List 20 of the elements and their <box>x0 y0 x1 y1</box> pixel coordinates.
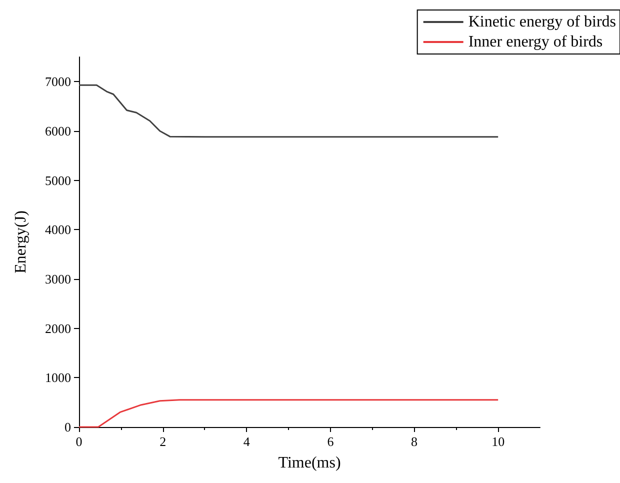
x-tick-label: 8 <box>411 434 418 449</box>
y-tick-label: 2000 <box>45 320 71 336</box>
y-tick-label: 3000 <box>45 272 71 286</box>
y-tick-label: 7000 <box>45 74 71 90</box>
x-axis-title: Time(ms) <box>278 454 341 472</box>
x-tick-label: 10 <box>492 434 505 449</box>
line-series <box>78 399 499 428</box>
y-tick-label: 5000 <box>45 172 71 188</box>
legend-label: Kinetic energy of birds <box>468 14 616 30</box>
legend-label: Inner energy of birds <box>468 34 603 50</box>
y-axis-title: Energy(J) <box>12 210 30 274</box>
x-tick-label: 6 <box>327 434 334 449</box>
x-tick-label: 2 <box>160 434 166 449</box>
x-tick-label: 4 <box>243 434 250 449</box>
y-tick-label: 1000 <box>45 370 71 386</box>
y-tick-label: 0 <box>64 420 71 434</box>
line-series <box>78 84 499 138</box>
y-tick-label: 4000 <box>45 222 71 238</box>
y-tick-label: 6000 <box>45 124 71 138</box>
x-tick-label: 0 <box>76 434 82 449</box>
